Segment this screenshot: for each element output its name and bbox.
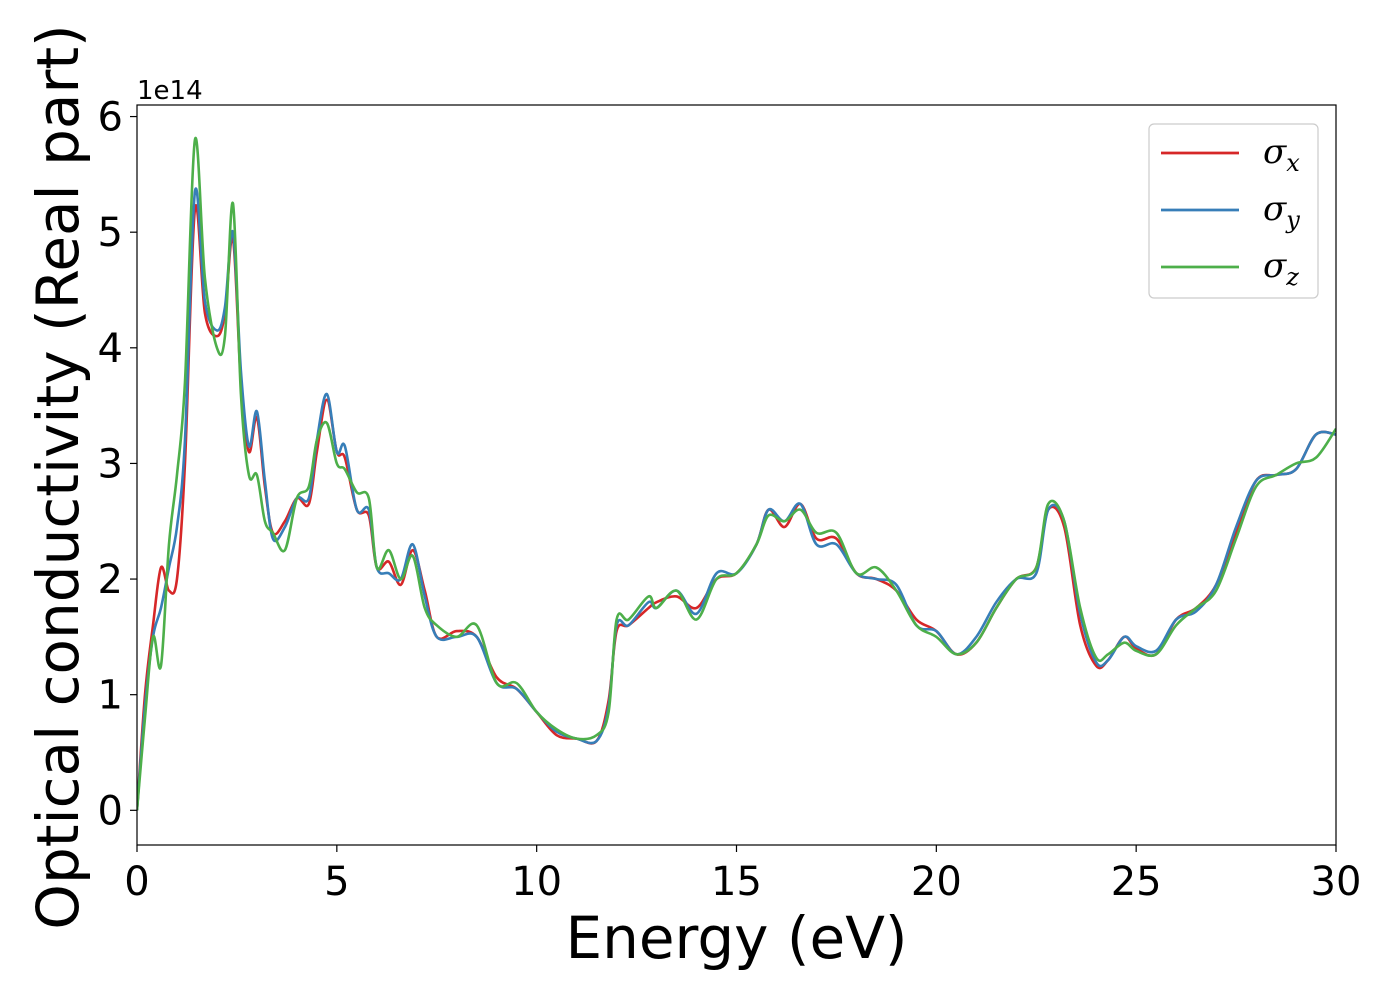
y-tick-label: 5 [98, 210, 123, 256]
x-tick-label: 10 [511, 859, 562, 905]
y-tick-label: 3 [98, 441, 123, 487]
legend-subscript: x [1286, 149, 1300, 177]
legend-symbol: σ [1263, 246, 1287, 286]
x-tick-label: 30 [1311, 859, 1362, 905]
y-tick-label: 1 [98, 673, 123, 719]
legend-label-x: σx [1263, 132, 1300, 177]
y-tick-label: 2 [98, 557, 123, 603]
y-tick-label: 6 [98, 95, 123, 141]
x-tick-label: 20 [911, 859, 962, 905]
ticks-layer: 0 5 10 15 20 25 30 0 1 2 3 4 5 6 [98, 95, 1362, 905]
x-tick-label: 25 [1111, 859, 1162, 905]
x-axis-label: Energy (eV) [565, 904, 907, 972]
y-offset-label: 1e14 [137, 76, 203, 106]
series-layer [137, 136, 1336, 811]
y-tick-label: 4 [98, 326, 123, 372]
legend-label-y: σy [1263, 189, 1300, 234]
x-tick-label: 15 [711, 859, 762, 905]
legend-symbol: σ [1263, 189, 1287, 229]
legend-subscript: z [1285, 263, 1299, 291]
x-tick-label: 0 [124, 859, 149, 905]
legend-symbol: σ [1263, 132, 1287, 172]
series-line-z [137, 136, 1336, 811]
y-tick-label: 0 [98, 788, 123, 834]
y-axis-label: Optical conductivity (Real part) [24, 24, 92, 929]
legend-subscript: y [1285, 206, 1300, 234]
legend-label-z: σz [1263, 246, 1299, 291]
x-tick-label: 5 [324, 859, 349, 905]
